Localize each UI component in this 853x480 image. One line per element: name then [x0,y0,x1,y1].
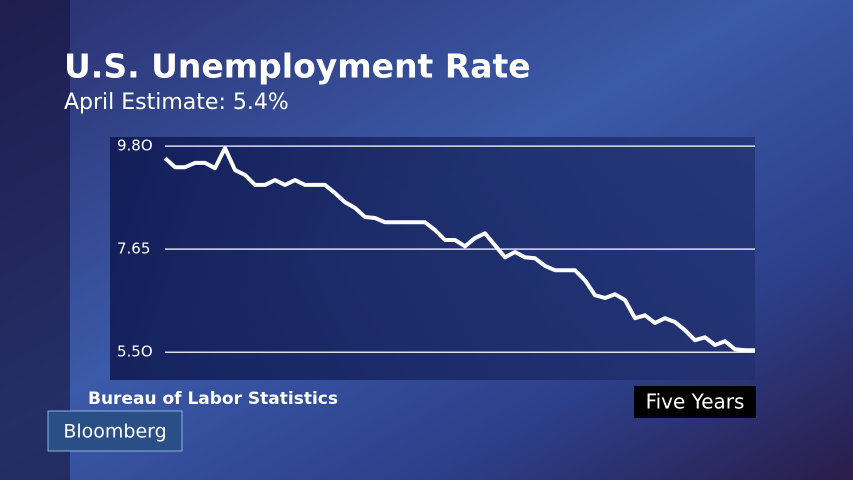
y-tick-label: 9.8O [117,137,153,155]
chart-title: U.S. Unemployment Rate [64,47,531,86]
y-tick-label: 5.5O [117,343,153,361]
background-shade [0,0,70,480]
data-line [163,146,755,353]
plot-area [110,137,755,380]
brand-box [47,410,183,452]
period-box [634,386,756,418]
chart-subtitle: April Estimate: 5.4% [64,90,289,115]
brand: Bloomberg [63,421,166,443]
source: Bureau of Labor Statistics [88,389,338,409]
y-tick-label: 7.65 [117,240,150,258]
period-label: Five Years [646,390,745,414]
